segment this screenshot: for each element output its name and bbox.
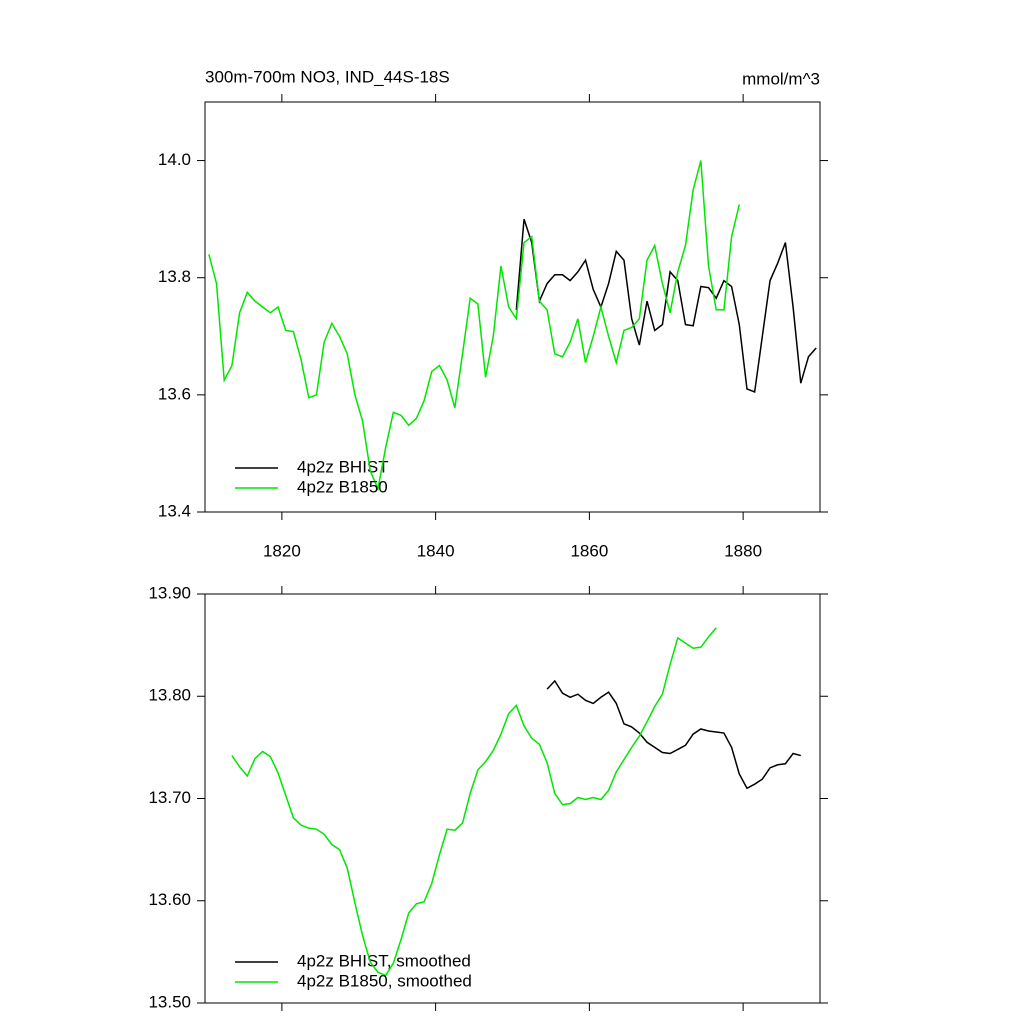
chart-title: 300m-700m NO3, IND_44S-18S xyxy=(205,67,450,86)
y-tick-label: 13.4 xyxy=(158,501,191,520)
x-tick-label: 1840 xyxy=(417,541,455,560)
series-line xyxy=(546,679,801,790)
y-tick-label: 14.0 xyxy=(158,150,191,169)
y-tick-label: 13.60 xyxy=(148,890,191,909)
legend-label: 4p2z B1850 xyxy=(297,477,388,496)
x-tick-label: 1820 xyxy=(263,541,301,560)
y-tick-label: 13.80 xyxy=(148,686,191,705)
x-tick-label: 1880 xyxy=(724,541,762,560)
x-tick-label: 1860 xyxy=(570,541,608,560)
legend-label: 4p2z B1850, smoothed xyxy=(297,971,472,990)
plot-frame xyxy=(204,101,821,513)
y-tick-label: 13.70 xyxy=(148,788,191,807)
unit-label: mmol/m^3 xyxy=(742,69,820,88)
y-tick-label: 13.50 xyxy=(148,992,191,1011)
y-tick-label: 13.6 xyxy=(158,384,191,403)
plot-frame xyxy=(204,593,821,1004)
legend-label: 4p2z BHIST xyxy=(297,457,389,476)
legend-label: 4p2z BHIST, smoothed xyxy=(297,951,471,970)
series-line xyxy=(231,627,717,977)
y-tick-label: 13.8 xyxy=(158,267,191,286)
series-line xyxy=(515,218,817,393)
y-tick-label: 13.90 xyxy=(148,583,191,602)
series-line xyxy=(208,160,741,492)
